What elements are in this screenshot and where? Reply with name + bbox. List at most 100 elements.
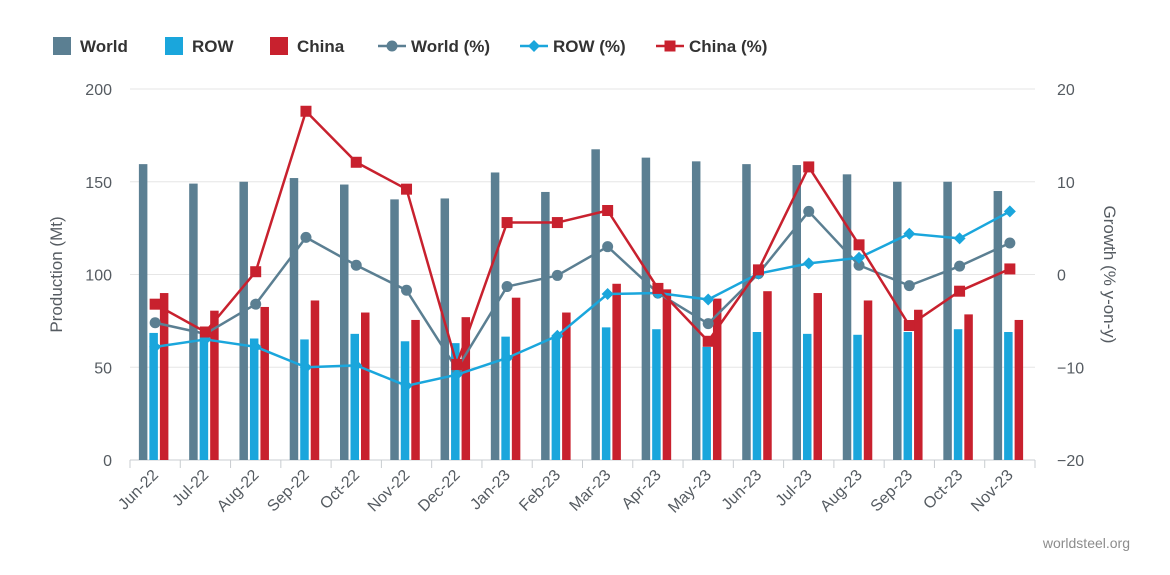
point-china	[551, 217, 563, 229]
y-axis-title: Production (Mt)	[47, 216, 66, 332]
bar-world	[641, 157, 651, 460]
bar-world	[842, 174, 852, 460]
x-tick-label: Sep-22	[264, 467, 313, 516]
x-tick-label: Mar-23	[567, 467, 615, 515]
point-row	[249, 340, 262, 353]
legend-item-china[interactable]: China	[270, 37, 345, 56]
point-china	[752, 264, 764, 276]
bar-china	[712, 298, 722, 460]
point-china	[803, 161, 815, 173]
point-china	[501, 217, 513, 229]
bar-china	[461, 317, 471, 460]
bar-row	[702, 346, 711, 460]
x-tick-label: Oct-23	[920, 467, 966, 513]
line-china	[154, 110, 1011, 366]
x-tick-label: Aug-23	[817, 467, 866, 516]
point-world	[1004, 237, 1016, 249]
legend-marker	[386, 40, 398, 52]
legend-label: ROW (%)	[553, 37, 626, 56]
legend-item-row[interactable]: ROW (%)	[520, 37, 626, 56]
bar-china	[511, 297, 521, 460]
point-row	[1003, 205, 1016, 218]
bar-china	[763, 291, 772, 460]
bar-china	[863, 300, 873, 460]
point-china	[702, 335, 714, 347]
x-tick-label: May-23	[665, 467, 715, 517]
legend-item-world[interactable]: World (%)	[378, 37, 490, 56]
legend-item-world[interactable]: World	[53, 37, 128, 56]
bar-row	[803, 333, 812, 460]
bar-world	[541, 191, 550, 460]
bar-world	[189, 183, 198, 461]
point-world	[149, 317, 161, 329]
bar-world	[943, 181, 952, 460]
bar-world	[289, 178, 299, 461]
bar-china	[813, 293, 822, 460]
point-row	[601, 287, 614, 300]
bar-world	[440, 198, 450, 460]
bar-world	[893, 181, 902, 460]
legend-item-row[interactable]: ROW	[165, 37, 235, 56]
bar-row	[300, 339, 309, 460]
bar-world	[993, 191, 1003, 460]
x-tick-label: Feb-23	[516, 467, 564, 515]
legend-marker	[528, 40, 540, 52]
bar-row	[752, 332, 762, 460]
y2-tick-label: 10	[1057, 175, 1075, 192]
bar-row	[601, 327, 611, 460]
legend-swatch	[53, 37, 71, 55]
point-row	[400, 379, 413, 392]
x-tick-label: Dec-22	[415, 467, 464, 516]
point-row	[299, 361, 312, 374]
point-world	[501, 281, 513, 293]
bar-china	[310, 300, 320, 460]
legend-label: ROW	[192, 37, 235, 56]
point-world	[853, 259, 865, 271]
bar-china	[1014, 319, 1024, 460]
point-row	[953, 232, 966, 245]
bar-row	[953, 329, 963, 460]
bar-series	[138, 149, 1024, 461]
bar-world	[138, 164, 148, 460]
bar-china	[159, 293, 169, 460]
point-row	[501, 351, 514, 364]
bar-row	[350, 333, 359, 460]
bar-row	[551, 335, 561, 460]
legend-item-china[interactable]: China (%)	[656, 37, 767, 56]
line-series	[149, 105, 1016, 392]
line-world	[154, 210, 1011, 371]
legend-label: World	[80, 37, 128, 56]
x-tick-label: Jan-23	[467, 467, 514, 514]
y-tick-label: 0	[103, 453, 112, 470]
bar-china	[210, 310, 219, 460]
bar-china	[612, 283, 621, 460]
bar-china	[411, 319, 420, 460]
bar-row	[451, 343, 460, 460]
point-world	[250, 298, 262, 310]
point-world	[551, 269, 563, 281]
bar-row	[903, 332, 913, 460]
bar-row	[652, 329, 661, 460]
bar-china	[260, 306, 269, 460]
x-tick-label: Aug-22	[214, 467, 263, 516]
bar-world	[239, 181, 248, 460]
point-world	[602, 241, 614, 253]
bar-china	[662, 289, 672, 460]
point-row	[551, 329, 564, 342]
point-row	[702, 293, 715, 306]
point-china	[350, 156, 362, 168]
legend-marker	[664, 40, 676, 52]
point-china	[451, 358, 463, 370]
legend: World ROW China World (%) ROW (%) China (%)	[53, 37, 767, 56]
bar-row	[501, 336, 510, 460]
bar-row	[400, 341, 410, 460]
point-china	[954, 285, 966, 297]
legend-label: World (%)	[411, 37, 490, 56]
point-row	[450, 368, 463, 381]
point-china	[300, 105, 312, 117]
point-china	[853, 239, 865, 251]
point-china	[250, 266, 262, 278]
bar-world	[490, 172, 500, 460]
y2-tick-label: −10	[1057, 360, 1084, 377]
